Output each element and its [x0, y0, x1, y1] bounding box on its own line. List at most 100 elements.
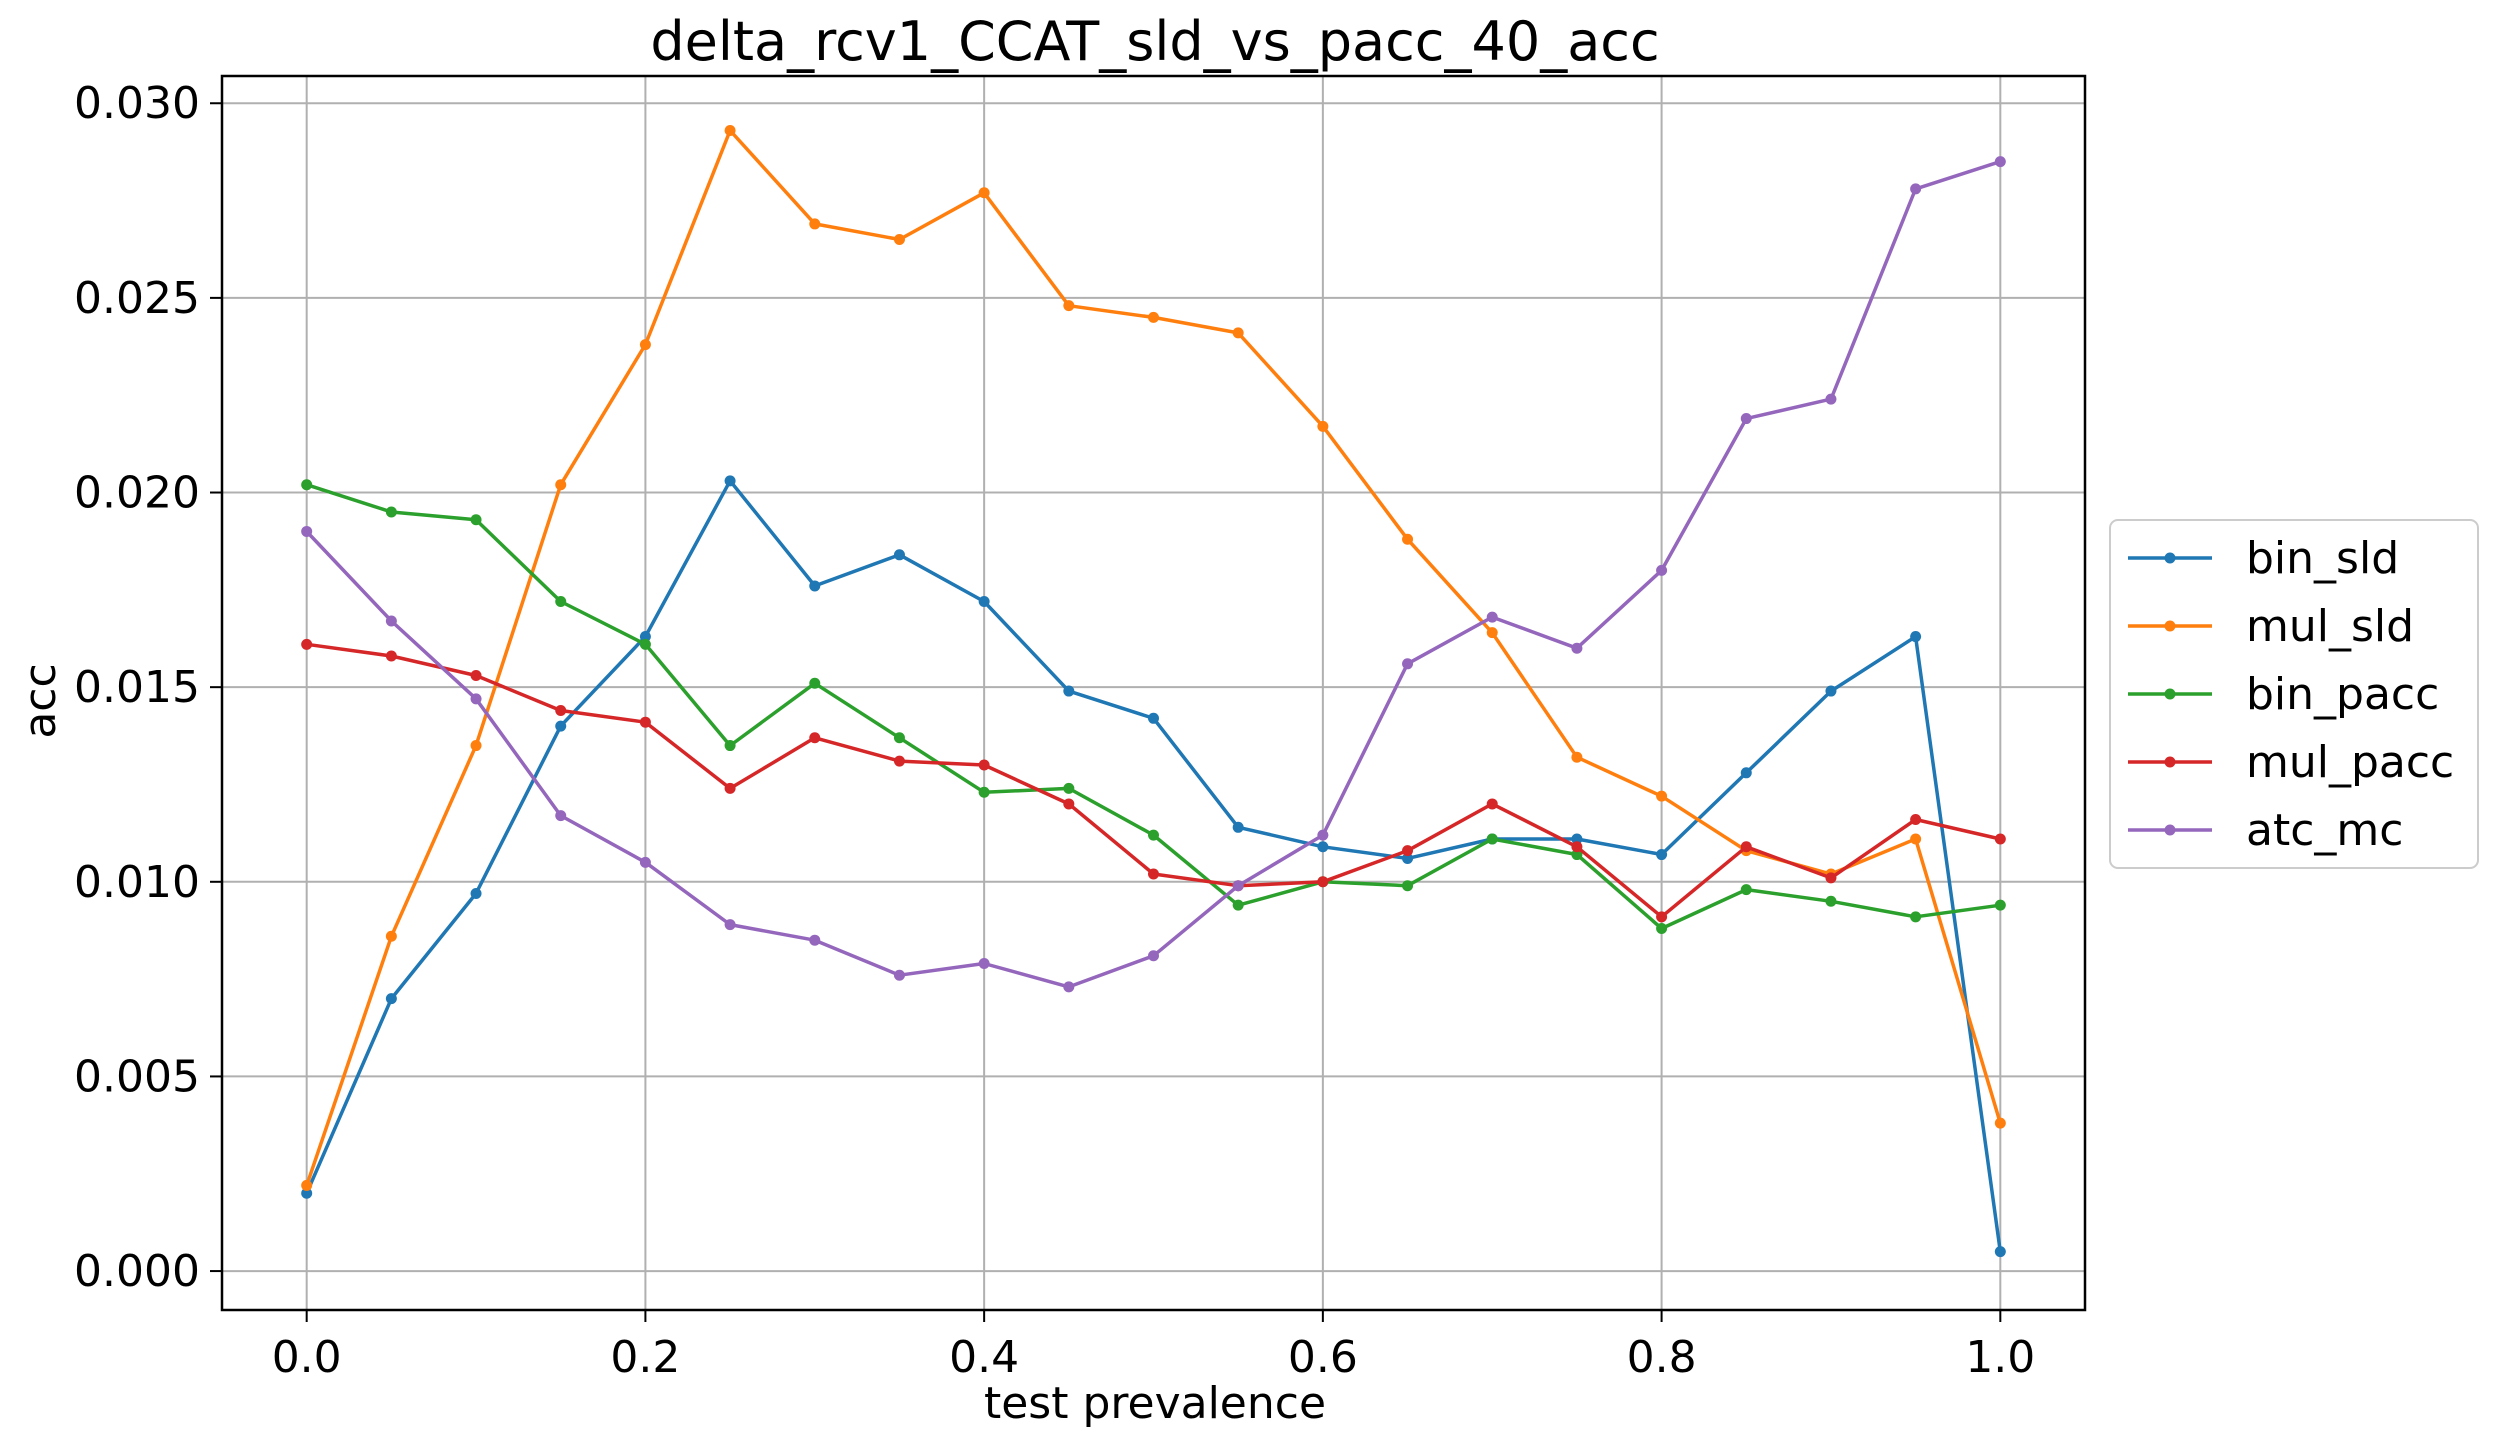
x-tick-label: 1.0: [1965, 1332, 2035, 1383]
data-point-atc_mc: [1063, 981, 1075, 993]
data-point-atc_mc: [893, 969, 905, 981]
data-point-mul_pacc: [809, 732, 821, 744]
data-point-mul_sld: [301, 1179, 313, 1191]
data-point-mul_sld: [1994, 1117, 2006, 1129]
legend-marker-mul_sld: [2164, 620, 2176, 632]
data-point-bin_sld: [893, 549, 905, 561]
legend-label-bin_pacc: bin_pacc: [2246, 669, 2439, 720]
data-point-atc_mc: [724, 919, 736, 931]
data-point-mul_sld: [1232, 327, 1244, 339]
data-point-mul_sld: [555, 479, 567, 491]
data-point-bin_sld: [1994, 1246, 2006, 1258]
data-point-bin_pacc: [978, 786, 990, 798]
data-point-mul_pacc: [1740, 841, 1752, 853]
legend-label-mul_sld: mul_sld: [2246, 601, 2414, 652]
data-point-mul_pacc: [639, 716, 651, 728]
data-point-atc_mc: [1317, 829, 1329, 841]
y-tick-label: 0.030: [74, 78, 200, 129]
data-point-mul_pacc: [1402, 845, 1414, 857]
data-point-bin_sld: [1656, 849, 1668, 861]
y-tick-label: 0.025: [74, 273, 200, 324]
data-point-mul_sld: [639, 339, 651, 351]
data-point-bin_sld: [1825, 685, 1837, 697]
data-point-atc_mc: [1740, 413, 1752, 425]
data-point-atc_mc: [1402, 658, 1414, 670]
data-point-bin_pacc: [301, 479, 313, 491]
data-point-mul_sld: [1063, 300, 1075, 312]
data-point-bin_sld: [1740, 767, 1752, 779]
data-point-bin_pacc: [555, 596, 567, 608]
grid-lines: [222, 76, 2085, 1310]
data-point-bin_sld: [1317, 841, 1329, 853]
y-tick-label: 0.010: [74, 857, 200, 908]
x-tick-label: 0.6: [1288, 1332, 1358, 1383]
legend-marker-bin_pacc: [2164, 688, 2176, 700]
legend-label-mul_pacc: mul_pacc: [2246, 737, 2454, 788]
data-point-mul_pacc: [1486, 798, 1498, 810]
legend-marker-atc_mc: [2164, 824, 2176, 836]
data-point-atc_mc: [1486, 611, 1498, 623]
data-point-bin_sld: [724, 475, 736, 487]
y-tick-label: 0.000: [74, 1246, 200, 1297]
data-point-mul_sld: [1910, 833, 1922, 845]
legend: bin_sld mul_sld bin_pacc mul_pacc atc_mc: [2109, 519, 2479, 869]
series-line-atc_mc: [305, 159, 2001, 989]
data-point-atc_mc: [1232, 880, 1244, 892]
data-point-bin_sld: [1910, 631, 1922, 643]
data-point-mul_pacc: [1063, 798, 1075, 810]
data-point-atc_mc: [1825, 393, 1837, 405]
data-point-atc_mc: [470, 693, 482, 705]
data-point-atc_mc: [1148, 950, 1159, 962]
data-point-bin_pacc: [385, 506, 397, 518]
data-point-bin_sld: [978, 596, 990, 608]
x-tick-label: 0.4: [949, 1332, 1019, 1383]
data-point-mul_pacc: [1825, 872, 1837, 884]
x-axis-label: test prevalence: [984, 1378, 1326, 1429]
data-point-mul_sld: [893, 233, 905, 245]
legend-marker-mul_pacc: [2164, 756, 2176, 768]
data-point-mul_sld: [1486, 627, 1498, 639]
data-point-atc_mc: [1910, 183, 1922, 195]
data-point-mul_pacc: [385, 650, 397, 662]
data-point-mul_sld: [385, 930, 397, 942]
data-point-atc_mc: [385, 615, 397, 627]
data-point-mul_pacc: [1571, 841, 1583, 853]
data-point-mul_pacc: [1910, 814, 1922, 826]
data-point-bin_pacc: [1402, 880, 1414, 892]
legend-marker-bin_sld: [2164, 552, 2176, 564]
data-point-atc_mc: [809, 934, 821, 946]
data-point-bin_sld: [555, 720, 567, 732]
y-tick-label: 0.005: [74, 1051, 200, 1102]
data-point-mul_pacc: [1148, 868, 1159, 880]
data-point-bin_pacc: [639, 638, 651, 650]
data-point-bin_sld: [639, 631, 651, 643]
data-point-atc_mc: [1994, 156, 2006, 168]
y-tick-label: 0.020: [74, 468, 200, 519]
data-point-mul_sld: [809, 218, 821, 230]
series-layer: [301, 124, 2006, 1258]
data-point-atc_mc: [639, 856, 651, 868]
data-point-bin_pacc: [1571, 849, 1583, 861]
data-point-bin_sld: [1571, 833, 1583, 845]
data-point-atc_mc: [555, 810, 567, 822]
data-point-mul_pacc: [1994, 833, 2006, 845]
data-point-bin_pacc: [1486, 833, 1498, 845]
data-point-mul_pacc: [301, 638, 313, 650]
legend-label-atc_mc: atc_mc: [2246, 805, 2403, 856]
data-point-mul_pacc: [893, 755, 905, 767]
data-point-mul_pacc: [555, 705, 567, 717]
plot-area-frame: [220, 74, 2087, 1312]
data-point-mul_pacc: [1656, 911, 1668, 923]
data-point-mul_sld: [1317, 420, 1329, 432]
data-point-atc_mc: [301, 525, 313, 537]
axis-ticks: 0.0 0.2 0.4 0.6 0.8 1.0 0.000 0.005 0.010 0.015 0.…: [74, 78, 2035, 1383]
data-point-mul_pacc: [470, 669, 482, 681]
data-point-mul_pacc: [978, 759, 990, 771]
data-point-bin_pacc: [724, 740, 736, 752]
chart-title: delta_rcv1_CCAT_sld_vs_pacc_40_acc: [650, 10, 1659, 73]
data-point-mul_sld: [1656, 790, 1668, 802]
data-point-bin_pacc: [1063, 782, 1075, 794]
data-point-bin_sld: [1063, 685, 1075, 697]
data-point-mul_sld: [1148, 311, 1159, 323]
